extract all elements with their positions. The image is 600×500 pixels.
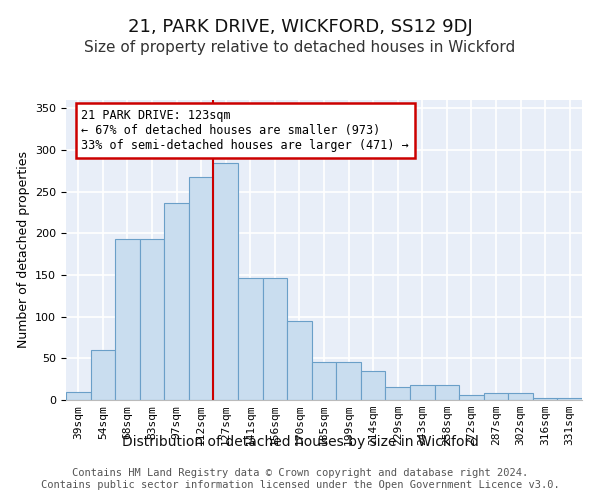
Bar [459, 395, 484, 400]
Bar [336, 362, 361, 400]
Bar [115, 239, 140, 400]
Bar [312, 362, 336, 400]
Bar [214, 162, 238, 400]
Bar [484, 392, 508, 400]
Bar [533, 398, 557, 400]
Bar [164, 202, 189, 400]
Bar [385, 386, 410, 400]
Bar [287, 321, 312, 400]
Bar [508, 392, 533, 400]
Bar [263, 278, 287, 400]
Bar [410, 385, 434, 400]
Bar [66, 392, 91, 400]
Y-axis label: Number of detached properties: Number of detached properties [17, 152, 29, 348]
Bar [140, 239, 164, 400]
Bar [91, 350, 115, 400]
Bar [361, 371, 385, 400]
Text: 21 PARK DRIVE: 123sqm
← 67% of detached houses are smaller (973)
33% of semi-det: 21 PARK DRIVE: 123sqm ← 67% of detached … [82, 109, 409, 152]
Bar [557, 398, 582, 400]
Text: Contains HM Land Registry data © Crown copyright and database right 2024.
Contai: Contains HM Land Registry data © Crown c… [41, 468, 559, 490]
Bar [434, 385, 459, 400]
Text: 21, PARK DRIVE, WICKFORD, SS12 9DJ: 21, PARK DRIVE, WICKFORD, SS12 9DJ [128, 18, 472, 36]
Text: Size of property relative to detached houses in Wickford: Size of property relative to detached ho… [85, 40, 515, 55]
Bar [189, 176, 214, 400]
Text: Distribution of detached houses by size in Wickford: Distribution of detached houses by size … [122, 435, 478, 449]
Bar [238, 278, 263, 400]
